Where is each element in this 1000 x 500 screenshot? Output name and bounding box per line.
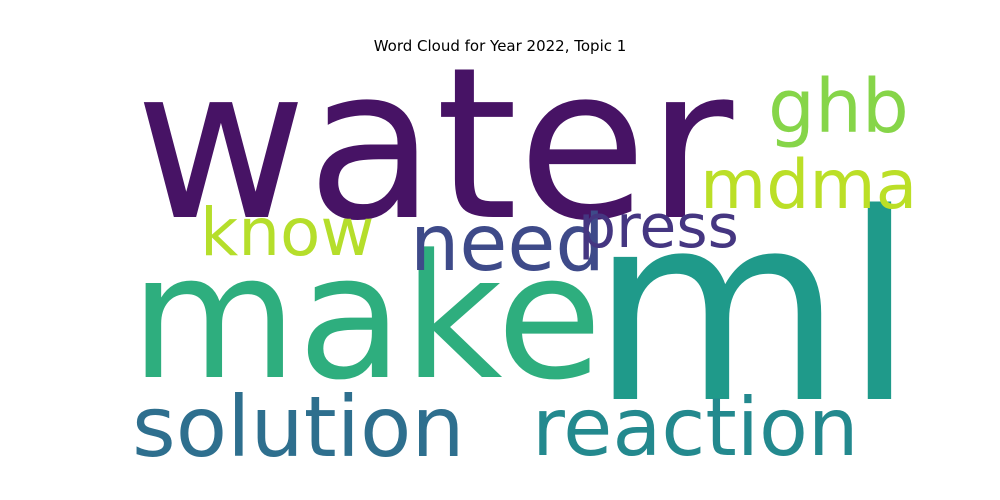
word-mdma: mdma [700, 146, 918, 225]
word-know: know [200, 194, 375, 271]
word-make: make [130, 217, 603, 418]
word-solution: solution [132, 378, 465, 476]
word-need: need [410, 199, 605, 289]
word-water: water [135, 22, 734, 267]
word-ml: ml [590, 159, 916, 461]
word-reaction: reaction [532, 381, 859, 474]
word-press: press [578, 192, 739, 262]
chart-title: Word Cloud for Year 2022, Topic 1 [373, 37, 627, 55]
word-ghb: ghb [768, 64, 909, 150]
